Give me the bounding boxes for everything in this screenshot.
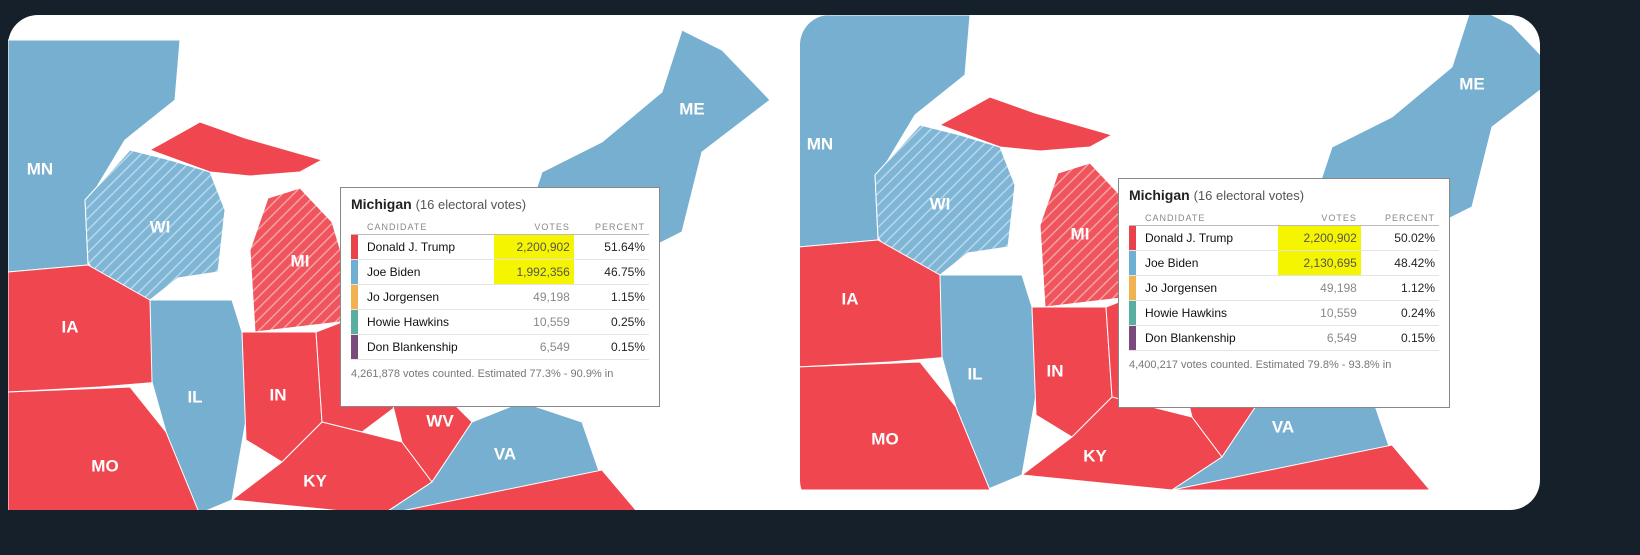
- candidate-name: Joe Biden: [1129, 250, 1279, 276]
- candidate-row: Jo Jorgensen 49,198 1.12%: [1129, 275, 1439, 301]
- candidate-row: Don Blankenship 6,549 0.15%: [1129, 325, 1439, 351]
- column-header: CANDIDATE: [351, 220, 495, 235]
- state-label: IA: [842, 289, 859, 308]
- state-label: WV: [426, 411, 454, 430]
- state: [1171, 444, 1432, 491]
- candidate-row: Howie Hawkins 10,559 0.25%: [351, 309, 649, 335]
- results-table: CANDIDATE VOTES PERCENT Donald J. Trump 2,20…: [351, 220, 649, 360]
- state-label: MI: [1071, 224, 1090, 243]
- state: [403, 469, 637, 510]
- state-label: IN: [1047, 361, 1064, 380]
- candidate-name: Donald J. Trump: [351, 234, 495, 260]
- vote-count: 1,992,356: [494, 259, 574, 285]
- state-label: MI: [291, 251, 310, 270]
- state-label: ME: [1459, 74, 1485, 93]
- state: [8, 386, 199, 510]
- candidate-row: Donald J. Trump 2,200,902 51.64%: [351, 234, 649, 260]
- party-swatch: [351, 260, 358, 284]
- party-swatch: [1129, 276, 1136, 300]
- vote-percent: 1.12%: [1360, 275, 1439, 301]
- state-label: IL: [187, 387, 202, 406]
- state-label: VA: [1272, 417, 1294, 436]
- vote-percent: 1.15%: [573, 284, 649, 310]
- tooltip-header: Michigan (16 electoral votes): [1129, 187, 1439, 203]
- state-label: IL: [967, 364, 982, 383]
- column-header: VOTES: [494, 220, 574, 235]
- tooltip-subtitle: (16 electoral votes): [1193, 188, 1305, 203]
- party-swatch: [351, 310, 358, 334]
- state-label: MN: [807, 134, 833, 153]
- vote-percent: 0.15%: [573, 334, 649, 360]
- vote-percent: 46.75%: [573, 259, 649, 285]
- vote-percent: 0.15%: [1360, 325, 1439, 351]
- state-label: IA: [62, 317, 79, 336]
- tooltip-title: Michigan: [351, 196, 412, 212]
- party-swatch: [351, 335, 358, 359]
- vote-count: 2,200,902: [494, 234, 574, 260]
- column-header: CANDIDATE: [1129, 211, 1279, 226]
- vote-count: 6,549: [494, 334, 574, 360]
- candidate-row: Joe Biden 2,130,695 48.42%: [1129, 250, 1439, 276]
- state-label: ME: [679, 99, 705, 118]
- vote-percent: 0.25%: [573, 309, 649, 335]
- vote-percent: 50.02%: [1360, 225, 1439, 251]
- party-swatch: [1129, 226, 1136, 250]
- party-swatch: [1129, 251, 1136, 275]
- state-label: IN: [270, 385, 287, 404]
- header-row: CANDIDATE VOTES PERCENT: [351, 220, 649, 235]
- state-label: WI: [150, 217, 171, 236]
- party-swatch: [351, 235, 358, 259]
- column-header: PERCENT: [573, 220, 649, 235]
- state: [938, 96, 1114, 152]
- candidate-row: Jo Jorgensen 49,198 1.15%: [351, 284, 649, 310]
- vote-count: 6,549: [1278, 325, 1361, 351]
- tooltip: Michigan (16 electoral votes) CANDIDATE VO…: [1118, 178, 1450, 408]
- state-label: MO: [871, 429, 898, 448]
- vote-count: 10,559: [494, 309, 574, 335]
- results-table: CANDIDATE VOTES PERCENT Donald J. Trump 2,20…: [1129, 211, 1439, 351]
- column-header: PERCENT: [1360, 211, 1439, 226]
- state: [800, 361, 991, 491]
- state-label: MN: [27, 159, 53, 178]
- candidate-name: Howie Hawkins: [1129, 300, 1279, 326]
- party-swatch: [1129, 326, 1136, 350]
- tooltip-title: Michigan: [1129, 187, 1190, 203]
- vote-percent: 0.24%: [1360, 300, 1439, 326]
- state-label: WI: [930, 194, 951, 213]
- state-label: KY: [1083, 446, 1107, 465]
- tooltip-subtitle: (16 electoral votes): [415, 197, 527, 212]
- candidate-name: Donald J. Trump: [1129, 225, 1279, 251]
- tooltip-footer: 4,261,878 votes counted. Estimated 77.3%…: [351, 368, 614, 380]
- candidate-row: Joe Biden 1,992,356 46.75%: [351, 259, 649, 285]
- column-header: VOTES: [1278, 211, 1361, 226]
- state-label: MO: [91, 456, 118, 475]
- candidate-name: Don Blankenship: [1129, 325, 1279, 351]
- tooltip-footer: 4,400,217 votes counted. Estimated 79.8%…: [1129, 359, 1392, 371]
- state-label: VA: [494, 444, 516, 463]
- vote-count: 49,198: [1278, 275, 1361, 301]
- candidate-name: Don Blankenship: [351, 334, 495, 360]
- state-label: KY: [303, 471, 327, 490]
- candidate-name: Jo Jorgensen: [1129, 275, 1279, 301]
- candidate-name: Joe Biden: [351, 259, 495, 285]
- candidate-row: Howie Hawkins 10,559 0.24%: [1129, 300, 1439, 326]
- state-label: NC: [1273, 494, 1298, 513]
- header-row: CANDIDATE VOTES PERCENT: [1129, 211, 1439, 226]
- vote-percent: 51.64%: [573, 234, 649, 260]
- party-swatch: [1129, 301, 1136, 325]
- vote-count: 2,200,902: [1278, 225, 1361, 251]
- candidate-row: Don Blankenship 6,549 0.15%: [351, 334, 649, 360]
- candidate-row: Donald J. Trump 2,200,902 50.02%: [1129, 225, 1439, 251]
- tooltip-header: Michigan (16 electoral votes): [351, 196, 649, 212]
- vote-count: 2,130,695: [1278, 250, 1361, 276]
- party-swatch: [351, 285, 358, 309]
- state: [148, 121, 324, 177]
- tooltip: Michigan (16 electoral votes) CANDIDATE VO…: [340, 187, 660, 407]
- candidate-name: Howie Hawkins: [351, 309, 495, 335]
- vote-count: 10,559: [1278, 300, 1361, 326]
- vote-percent: 48.42%: [1360, 250, 1439, 276]
- candidate-name: Jo Jorgensen: [351, 284, 495, 310]
- vote-count: 49,198: [494, 284, 574, 310]
